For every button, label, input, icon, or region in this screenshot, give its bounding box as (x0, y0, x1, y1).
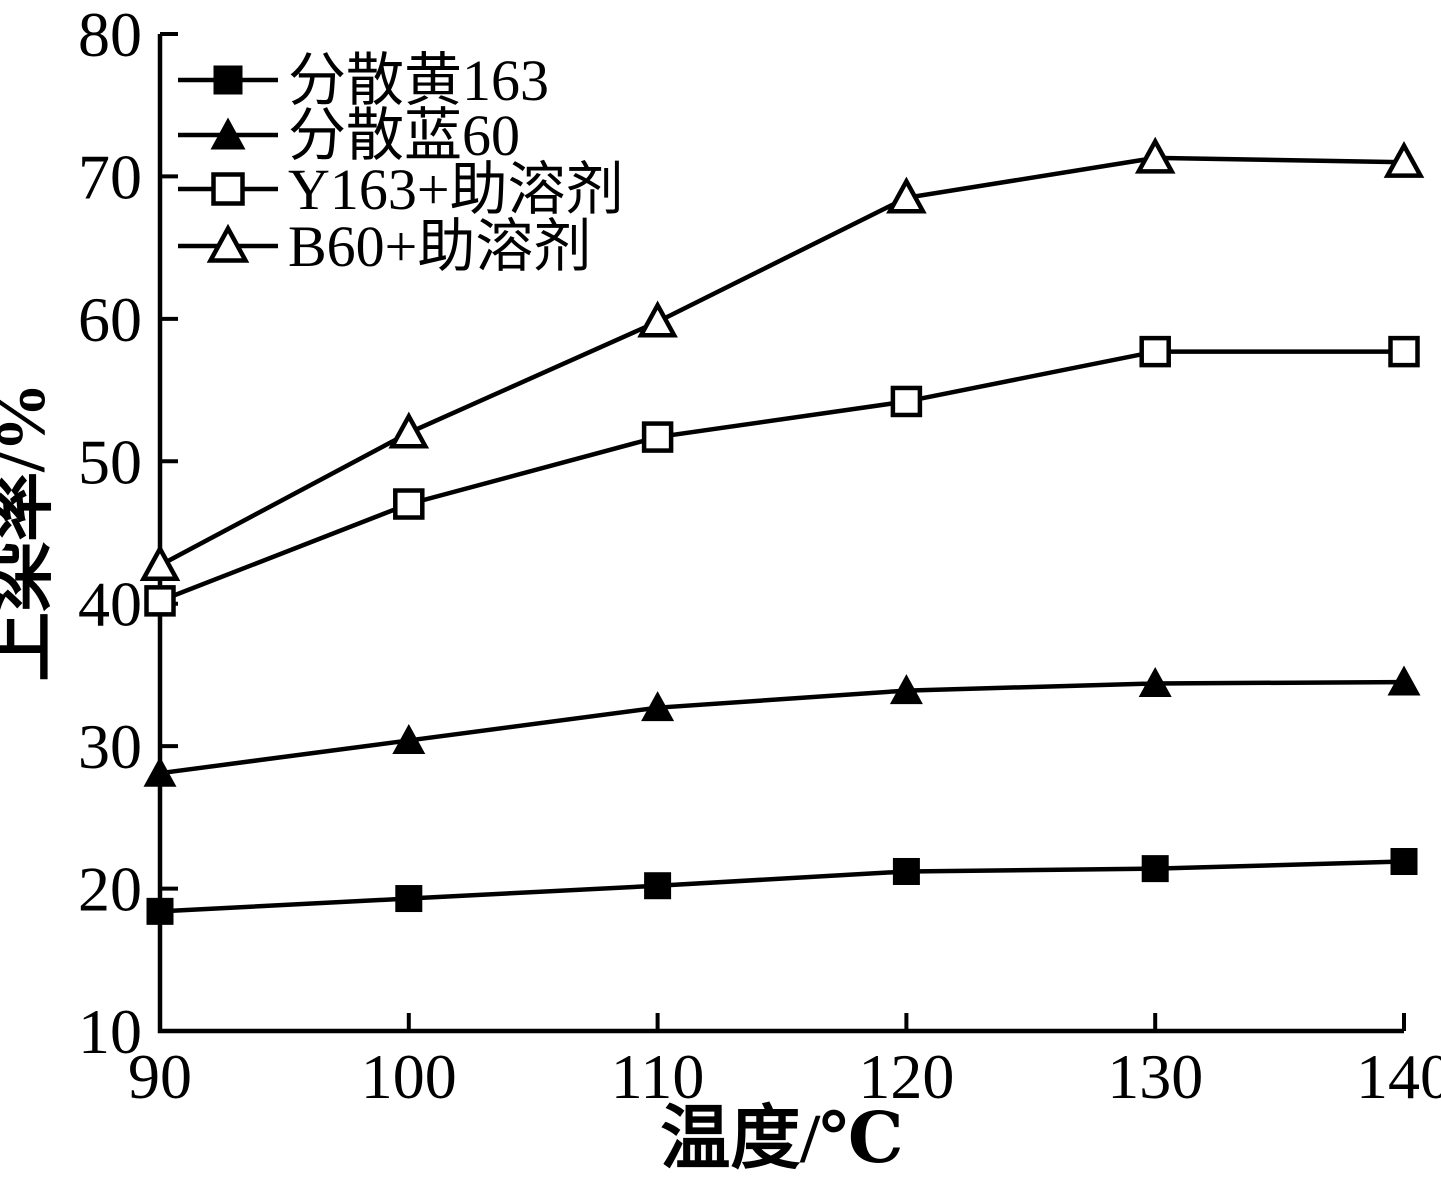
data-point-marker (1383, 141, 1425, 178)
data-point-marker (637, 300, 678, 338)
data-point-marker (213, 65, 243, 95)
x-axis-tick-label: 90 (128, 1041, 192, 1112)
legend-label: 分散黄163 (288, 48, 549, 113)
legend-label: 分散蓝60 (288, 103, 520, 168)
x-axis-tick-label: 140 (1356, 1041, 1441, 1112)
legend-label: B60+助溶剂 (288, 214, 591, 279)
data-point-marker (211, 172, 245, 206)
y-axis-tick-label: 20 (78, 854, 142, 925)
series-line (158, 155, 1405, 568)
data-point-marker (1141, 855, 1169, 883)
x-axis-tick-label: 120 (858, 1041, 954, 1112)
y-axis-tick-label: 50 (78, 426, 142, 497)
data-point-marker (1390, 848, 1418, 876)
data-point-marker (641, 421, 674, 453)
data-point-marker (1134, 136, 1176, 174)
legend-label: Y163+助溶剂 (288, 157, 624, 222)
data-point-marker (890, 385, 923, 418)
data-point-marker (1139, 335, 1171, 368)
data-point-marker (1387, 665, 1421, 696)
series-0 (146, 848, 1418, 925)
x-axis-tick-label: 110 (611, 1041, 705, 1112)
y-axis-tick-label: 30 (78, 711, 142, 782)
series-layer (139, 136, 1425, 925)
data-point-marker (644, 872, 672, 900)
y-axis-tick-label: 40 (78, 569, 142, 640)
data-point-marker (889, 674, 923, 705)
data-point-marker (392, 723, 426, 754)
data-point-marker (388, 411, 430, 449)
x-axis-tick-label: 100 (361, 1041, 457, 1112)
x-axis-tick-label: 130 (1107, 1041, 1203, 1112)
data-point-marker (146, 897, 174, 925)
data-point-marker (143, 756, 177, 787)
legend-item: Y163+助溶剂 (178, 157, 624, 222)
legend-item: 分散黄163 (178, 48, 549, 113)
series-1 (143, 665, 1421, 787)
data-point-marker (1138, 666, 1172, 697)
data-point-marker (206, 223, 250, 263)
data-point-marker (144, 585, 176, 617)
series-line (159, 859, 1405, 914)
legend-item: B60+助溶剂 (178, 214, 591, 279)
series-2 (144, 335, 1420, 617)
y-axis-title: 上染率/% (0, 382, 60, 681)
legend-item: 分散蓝60 (178, 103, 520, 168)
data-point-marker (1388, 335, 1420, 368)
data-point-marker (641, 691, 675, 722)
data-point-marker (139, 544, 181, 582)
series-line (159, 349, 1404, 603)
series-3 (139, 136, 1425, 582)
x-axis-title: 温度/℃ (660, 1100, 903, 1178)
data-point-marker (886, 176, 927, 214)
axes-layer: 10 20 30 40 50 60 70 80 90 100 110 120 130 140 (78, 0, 1441, 1112)
data-point-marker (892, 857, 920, 885)
y-axis-tick-label: 60 (78, 284, 142, 355)
y-axis-tick-label: 70 (78, 141, 142, 212)
data-point-marker (393, 488, 425, 520)
y-axis-tick-label: 10 (78, 996, 142, 1067)
y-axis-tick-label: 80 (78, 0, 142, 70)
data-point-marker (210, 117, 246, 150)
data-point-marker (395, 885, 423, 913)
series-line (159, 679, 1405, 776)
